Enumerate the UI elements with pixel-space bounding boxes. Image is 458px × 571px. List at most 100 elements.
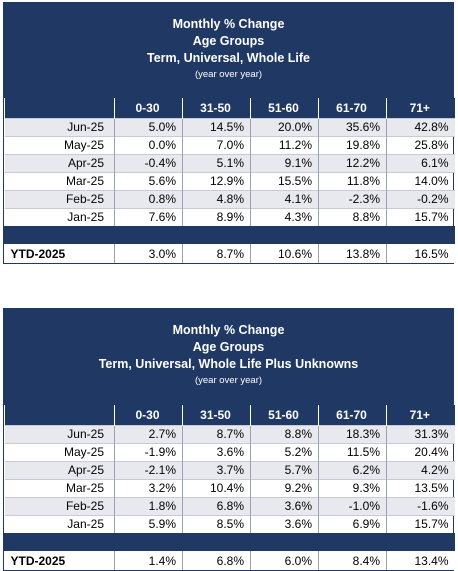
table-title: Monthly % Change	[172, 323, 285, 337]
cell-value: 15.7%	[386, 514, 455, 533]
data-grid: 0-30 31-50 51-60 61-70 71+ Jun-25 2.7% 8…	[4, 405, 455, 570]
cell-value: 12.2%	[318, 153, 387, 172]
cell-value: 6.1%	[386, 153, 455, 172]
cell-value: 14.5%	[182, 117, 251, 136]
ytd-value: 8.7%	[182, 244, 251, 263]
table-title: Monthly % Change	[172, 17, 285, 31]
row-label: Mar-25	[4, 478, 115, 497]
table-header: Monthly % Change Age Groups Term, Univer…	[4, 3, 453, 98]
cell-value: 8.7%	[182, 424, 251, 443]
spacer-cell	[250, 226, 319, 244]
row-label: Mar-25	[4, 171, 115, 190]
table-subtitle-age-groups: Age Groups	[192, 34, 265, 48]
cell-value: 9.2%	[250, 478, 319, 497]
cell-value: 7.6%	[114, 207, 183, 226]
column-header-blank	[4, 98, 115, 118]
table-row: Feb-25 1.8% 6.8% 3.6% -1.0% -1.6%	[4, 496, 455, 515]
row-label: Apr-25	[4, 153, 115, 172]
cell-value: -1.0%	[318, 496, 387, 515]
row-label: May-25	[4, 442, 115, 461]
ytd-label: YTD-2025	[4, 551, 115, 570]
row-label: Jan-25	[4, 514, 115, 533]
table-header: Monthly % Change Age Groups Term, Univer…	[4, 309, 453, 405]
spacer-cell	[114, 533, 183, 551]
table-note: (year over year)	[194, 69, 263, 80]
cell-value: 8.9%	[182, 207, 251, 226]
column-header-71-plus: 71+	[386, 405, 455, 425]
ytd-value: 8.4%	[318, 551, 387, 570]
row-label: Apr-25	[4, 460, 115, 479]
cell-value: 13.5%	[386, 478, 455, 497]
cell-value: 20.4%	[386, 442, 455, 461]
ytd-value: 10.6%	[250, 244, 319, 263]
cell-value: 3.6%	[250, 496, 319, 515]
ytd-value: 6.8%	[182, 551, 251, 570]
cell-value: 1.8%	[114, 496, 183, 515]
row-label: Jun-25	[4, 117, 115, 136]
cell-value: 5.9%	[114, 514, 183, 533]
table-row: Feb-25 0.8% 4.8% 4.1% -2.3% -0.2%	[4, 189, 455, 208]
spacer-cell	[182, 533, 251, 551]
column-header-51-60: 51-60	[250, 98, 319, 118]
cell-value: 19.8%	[318, 135, 387, 154]
cell-value: 14.0%	[386, 171, 455, 190]
cell-value: 4.8%	[182, 189, 251, 208]
spacer-cell	[4, 533, 115, 551]
cell-value: 8.8%	[318, 207, 387, 226]
data-grid: 0-30 31-50 51-60 61-70 71+ Jun-25 5.0% 1…	[4, 98, 455, 263]
column-header-blank	[4, 405, 115, 425]
table-row: Jan-25 5.9% 8.5% 3.6% 6.9% 15.7%	[4, 514, 455, 533]
cell-value: 15.7%	[386, 207, 455, 226]
column-header-71-plus: 71+	[386, 98, 455, 118]
ytd-value: 3.0%	[114, 244, 183, 263]
ytd-value: 1.4%	[114, 551, 183, 570]
cell-value: 11.5%	[318, 442, 387, 461]
spacer-cell	[318, 533, 387, 551]
cell-value: -2.3%	[318, 189, 387, 208]
cell-value: 4.3%	[250, 207, 319, 226]
cell-value: 3.6%	[182, 442, 251, 461]
cell-value: 3.2%	[114, 478, 183, 497]
cell-value: 10.4%	[182, 478, 251, 497]
spacer-cell	[386, 226, 455, 244]
row-label: May-25	[4, 135, 115, 154]
column-header-31-50: 31-50	[182, 98, 251, 118]
age-groups-table-term-universal-whole-life: Monthly % Change Age Groups Term, Univer…	[3, 2, 455, 264]
table-row: Apr-25 -0.4% 5.1% 9.1% 12.2% 6.1%	[4, 153, 455, 172]
column-header-31-50: 31-50	[182, 405, 251, 425]
row-label: Feb-25	[4, 189, 115, 208]
table-row: May-25 -1.9% 3.6% 5.2% 11.5% 20.4%	[4, 442, 455, 461]
column-header-51-60: 51-60	[250, 405, 319, 425]
cell-value: 25.8%	[386, 135, 455, 154]
cell-value: 15.5%	[250, 171, 319, 190]
cell-value: 12.9%	[182, 171, 251, 190]
cell-value: 8.8%	[250, 424, 319, 443]
cell-value: 6.9%	[318, 514, 387, 533]
cell-value: -1.9%	[114, 442, 183, 461]
cell-value: 6.8%	[182, 496, 251, 515]
ytd-row: YTD-2025 1.4% 6.8% 6.0% 8.4% 13.4%	[4, 551, 455, 570]
table-subtitle-products: Term, Universal, Whole Life Plus Unknown…	[98, 357, 359, 371]
cell-value: 5.2%	[250, 442, 319, 461]
table-row: Mar-25 5.6% 12.9% 15.5% 11.8% 14.0%	[4, 171, 455, 190]
ytd-label: YTD-2025	[4, 244, 115, 263]
table-row: May-25 0.0% 7.0% 11.2% 19.8% 25.8%	[4, 135, 455, 154]
cell-value: 2.7%	[114, 424, 183, 443]
cell-value: 35.6%	[318, 117, 387, 136]
row-label: Jun-25	[4, 424, 115, 443]
cell-value: 3.6%	[250, 514, 319, 533]
cell-value: 0.8%	[114, 189, 183, 208]
column-header-row: 0-30 31-50 51-60 61-70 71+	[4, 405, 455, 425]
column-header-row: 0-30 31-50 51-60 61-70 71+	[4, 98, 455, 118]
column-header-0-30: 0-30	[114, 405, 183, 425]
column-header-61-70: 61-70	[318, 98, 387, 118]
cell-value: -0.2%	[386, 189, 455, 208]
cell-value: 4.2%	[386, 460, 455, 479]
cell-value: 9.1%	[250, 153, 319, 172]
spacer-row	[4, 226, 455, 244]
cell-value: 11.2%	[250, 135, 319, 154]
table-row: Apr-25 -2.1% 3.7% 5.7% 6.2% 4.2%	[4, 460, 455, 479]
ytd-value: 13.4%	[386, 551, 455, 570]
spacer-cell	[386, 533, 455, 551]
cell-value: 11.8%	[318, 171, 387, 190]
